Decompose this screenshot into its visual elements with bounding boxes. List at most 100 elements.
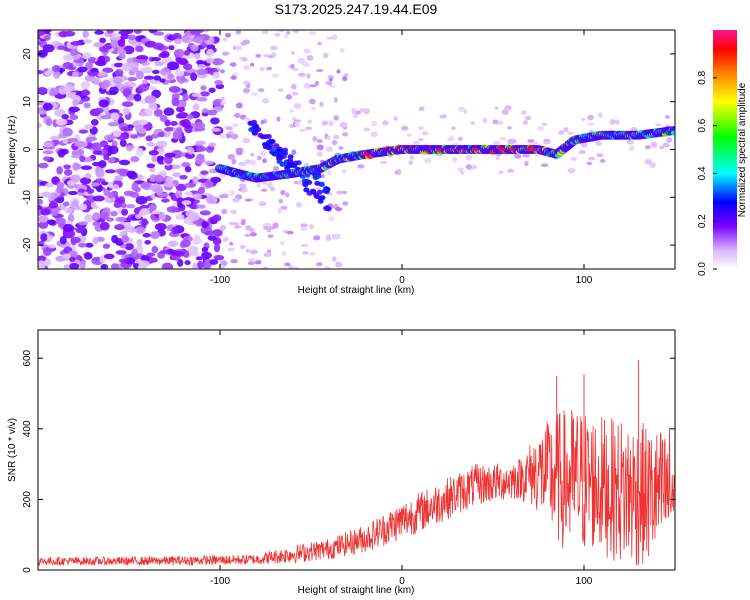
spectrogram-noise-cell (77, 242, 87, 248)
spectrogram-noise-cell (316, 262, 323, 267)
spectrogram-noise-cell (256, 183, 262, 189)
spectrogram-noise-cell (310, 106, 316, 111)
spectrogram-noise-cell (74, 140, 87, 148)
spectrogram-noise-cell (70, 237, 77, 246)
snr-marks (38, 330, 675, 567)
spectrogram-noise-cell (139, 207, 150, 216)
colorbar-tick-label: 0.6 (697, 118, 708, 132)
spectrogram-noise-cell (244, 159, 251, 165)
spectrogram-noise-cell (262, 158, 267, 164)
spectrogram-noise-cell (580, 142, 588, 148)
spectrogram-noise-cell (214, 255, 225, 261)
spectrogram-noise-cell (38, 30, 45, 36)
spectrogram-noise-cell (229, 241, 234, 246)
spectrogram-noise-cell (598, 112, 603, 118)
spectrogram-noise-cell (138, 119, 149, 126)
spectrogram-noise-cell (112, 78, 124, 84)
spectrogram-noise-cell (244, 233, 251, 237)
spectrogram-noise-cell (72, 98, 79, 107)
spectrogram-noise-cell (655, 123, 662, 127)
spectrogram-noise-cell (371, 120, 378, 127)
spectrogram-noise-cell (78, 129, 89, 134)
spectrogram-streak-cell (287, 158, 294, 163)
spectrogram-noise-cell (393, 116, 398, 121)
spectrogram-noise-cell (79, 155, 86, 163)
spectrogram-y-tick-label: 20 (22, 48, 33, 60)
spectrogram-noise-cell (194, 36, 204, 44)
spectrogram-noise-cell (103, 253, 115, 260)
spectrogram-noise-cell (100, 263, 109, 269)
spectrogram-noise-cell (297, 72, 306, 77)
spectrogram-noise-cell (256, 155, 262, 161)
spectrogram-noise-cell (63, 264, 71, 269)
spectrogram-noise-cell (127, 61, 140, 68)
spectrogram-noise-cell (506, 168, 515, 173)
spectrogram-noise-cell (308, 98, 316, 105)
spectrogram-noise-cell (63, 84, 75, 92)
spectrogram-noise-cell (240, 187, 248, 193)
spectrogram-noise-cell (126, 145, 135, 150)
spectrogram-noise-cell (457, 167, 465, 173)
colorbar-scale (713, 30, 737, 269)
spectrogram-noise-cell (49, 135, 61, 141)
spectrogram-noise-cell (135, 70, 144, 80)
spectrogram-noise-cell (588, 156, 596, 161)
spectrogram-streak-cell (259, 134, 266, 140)
spectrogram-y-tick-label: 0 (22, 146, 33, 152)
spectrogram-noise-cell (277, 207, 282, 214)
spectrogram-noise-cell (570, 156, 577, 161)
spectrogram-noise-cell (84, 124, 94, 130)
colorbar-label: Normalized spectral amplitude (737, 82, 748, 217)
spectrogram-noise-cell (62, 139, 69, 144)
spectrogram-noise-cell (222, 37, 228, 42)
snr-x-tick-label: 100 (576, 576, 593, 587)
spectrogram-noise-cell (309, 252, 316, 256)
spectrogram-noise-cell (196, 64, 207, 69)
spectrogram-noise-cell (181, 200, 192, 206)
spectrogram-noise-cell (63, 164, 71, 170)
spectrogram-noise-cell (558, 130, 565, 135)
spectrogram-noise-cell (214, 79, 223, 86)
spectrogram-noise-cell (614, 119, 620, 125)
spectrogram-noise-cell (271, 52, 277, 58)
spectrogram-noise-cell (67, 213, 75, 223)
spectrogram-streak-cell (271, 151, 278, 157)
spectrogram-noise-cell (247, 261, 255, 265)
spectrogram-noise-cell (313, 235, 321, 241)
spectrogram-noise-cell (98, 99, 109, 108)
spectrogram-noise-cell (662, 142, 670, 148)
spectrogram-noise-cell (195, 59, 205, 65)
spectrogram-noise-cell (193, 53, 201, 60)
spectrogram-streak-cell (302, 182, 309, 188)
spectrogram-noise-cell (659, 145, 665, 150)
spectrogram-noise-cell (90, 182, 100, 187)
spectrogram-noise-cell (328, 120, 334, 127)
spectrogram-noise-cell (69, 114, 79, 121)
spectrogram-noise-cell (465, 164, 470, 170)
spectrogram-noise-cell (250, 62, 255, 67)
spectrogram-noise-cell (206, 109, 218, 116)
spectrogram-noise-cell (208, 87, 216, 93)
spectrogram-streak-cell (276, 159, 283, 165)
spectrogram-noise-cell (64, 229, 76, 239)
spectrogram-noise-cell (234, 225, 242, 229)
spectrogram-noise-cell (77, 66, 88, 73)
spectrogram-noise-cell (221, 193, 229, 199)
spectrogram-noise-cell (99, 37, 106, 44)
spectrogram-trace-peak (471, 147, 478, 152)
spectrogram-noise-cell (267, 234, 274, 238)
spectrogram-streak-cell (314, 180, 321, 186)
spectrogram-noise-cell (179, 174, 188, 180)
spectrogram-noise-cell (352, 113, 359, 119)
spectrogram-noise-cell (316, 144, 324, 151)
spectrogram-trace-peak (530, 147, 536, 152)
snr-y-tick-label: 400 (22, 420, 33, 437)
spectrogram-noise-cell (148, 103, 158, 110)
spectrogram-noise-cell (92, 212, 101, 221)
spectrogram-noise-cell (201, 247, 209, 252)
spectrogram-noise-cell (200, 85, 207, 91)
spectrogram-noise-cell (235, 30, 242, 35)
spectrogram-noise-cell (163, 107, 175, 116)
spectrogram-noise-cell (85, 62, 93, 70)
spectrogram-noise-cell (331, 139, 338, 146)
